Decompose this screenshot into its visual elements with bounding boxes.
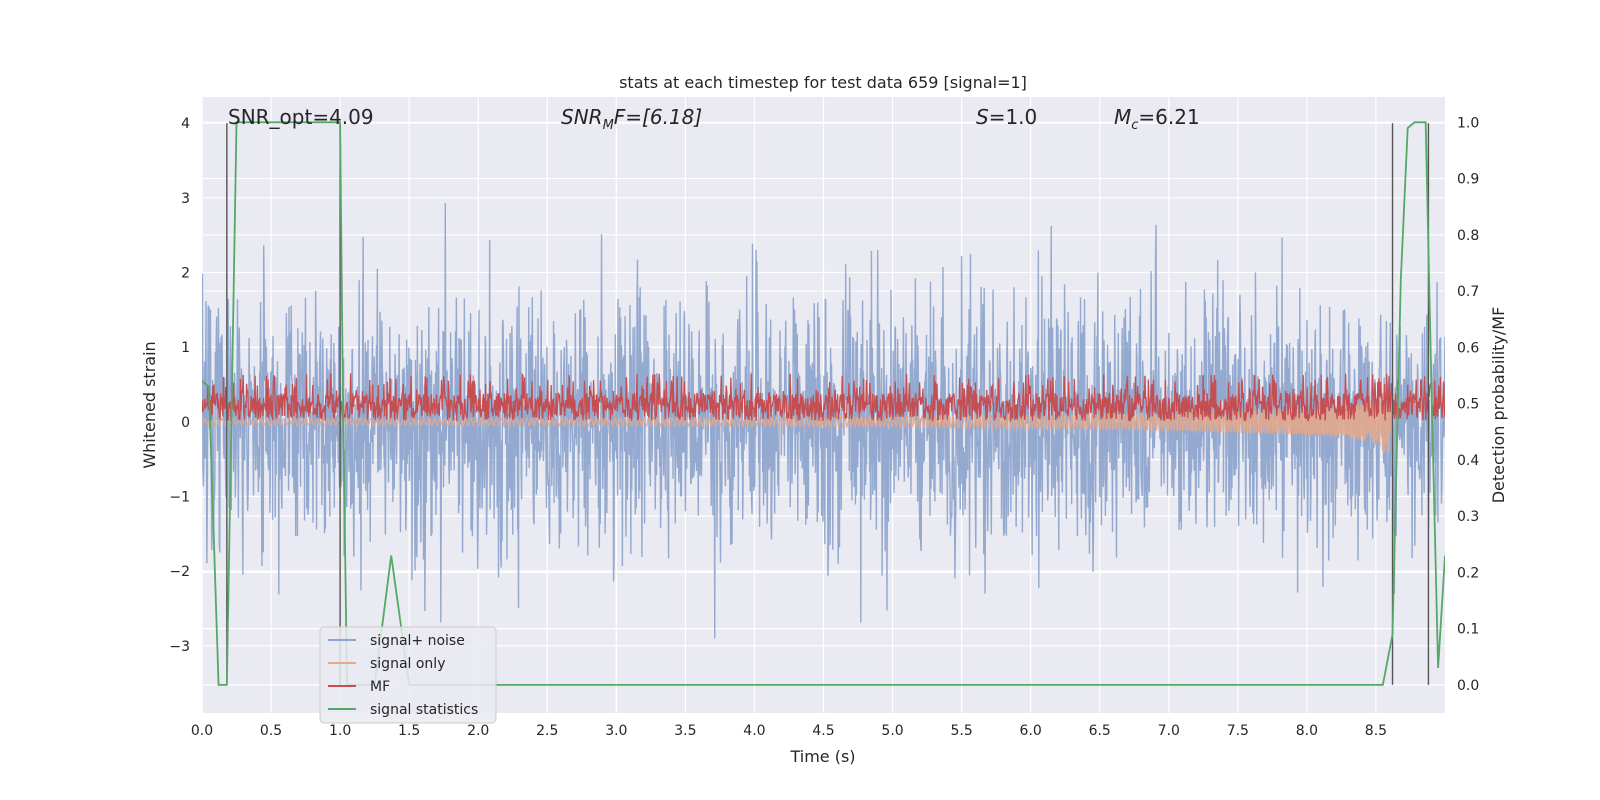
y-left-tick-label-7: −3 [169,639,190,655]
y-right-tick-label-4: 0.6 [1457,340,1479,356]
x-tick-label-5: 2.5 [536,723,558,739]
y-axis-left: 4 3 2 1 0 −1 −2 −3 [169,116,190,655]
x-axis: 0.0 0.5 1.0 1.5 2.0 2.5 3.0 3.5 4.0 4.5 5.0 5.5 6.0 6… [191,723,1387,739]
x-tick-label-4: 2.0 [467,723,489,739]
y-left-tick-label-4: 0 [181,415,190,431]
annotation-s: S=1.0 [976,105,1037,129]
x-tick-label-13: 6.5 [1089,723,1111,739]
y-left-tick-label-1: 3 [181,191,190,207]
y-left-tick-label-0: 4 [181,116,190,132]
y-right-tick-label-3: 0.7 [1457,284,1479,300]
y-axis-right-label: Detection probability/MF [1489,307,1508,504]
x-tick-label-11: 5.5 [950,723,972,739]
legend-label-signal-statistics: signal statistics [370,702,478,718]
x-tick-label-16: 8.0 [1296,723,1318,739]
x-tick-label-14: 7.0 [1158,723,1180,739]
y-right-tick-label-5: 0.5 [1457,397,1479,413]
y-left-tick-label-2: 2 [181,265,190,281]
legend-label-signal-noise: signal+ noise [370,633,465,649]
x-tick-label-9: 4.5 [812,723,834,739]
annotation-mc: Mc=6.21 [1114,105,1200,133]
legend-label-signal-only: signal only [370,656,445,672]
y-left-tick-label-5: −1 [169,489,190,505]
x-tick-label-2: 1.0 [329,723,351,739]
y-right-tick-label-2: 0.8 [1457,228,1479,244]
legend-box [319,626,497,724]
x-tick-label-6: 3.0 [605,723,627,739]
legend-label-mf: MF [370,679,390,695]
x-tick-label-8: 4.0 [743,723,765,739]
x-tick-label-0: 0.0 [191,723,213,739]
y-axis-right: 1.0 0.9 0.8 0.7 0.6 0.5 0.4 0.3 0.2 0.1 0.0 [1457,115,1479,694]
x-tick-label-15: 7.5 [1227,723,1249,739]
x-axis-label: Time (s) [789,747,855,766]
annotation-snr-opt: SNR_opt=4.09 [228,105,374,129]
x-tick-label-3: 1.5 [398,723,420,739]
y-right-tick-label-1: 0.9 [1457,172,1479,188]
y-left-tick-label-3: 1 [181,340,190,356]
y-right-tick-label-0: 1.0 [1457,115,1479,131]
x-tick-label-12: 6.0 [1020,723,1042,739]
x-tick-label-10: 5.0 [881,723,903,739]
y-right-tick-label-6: 0.4 [1457,453,1479,469]
y-right-tick-label-7: 0.3 [1457,509,1479,525]
x-tick-label-1: 0.5 [260,723,282,739]
chart-title: stats at each timestep for test data 659… [619,73,1027,92]
y-right-tick-label-9: 0.1 [1457,622,1479,638]
y-axis-left-label: Whitened strain [140,341,159,468]
annotation-snr-mf: SNRMF=[6.18] [561,105,702,133]
x-tick-label-7: 3.5 [674,723,696,739]
y-right-tick-label-8: 0.2 [1457,565,1479,581]
y-left-tick-label-6: −2 [169,564,190,580]
legend: signal+ noise signal only MF signal stat… [319,626,497,724]
y-right-tick-label-10: 0.0 [1457,678,1479,694]
series-mf [202,372,1445,423]
x-tick-label-17: 8.5 [1365,723,1387,739]
series-signal-only [202,382,1394,455]
